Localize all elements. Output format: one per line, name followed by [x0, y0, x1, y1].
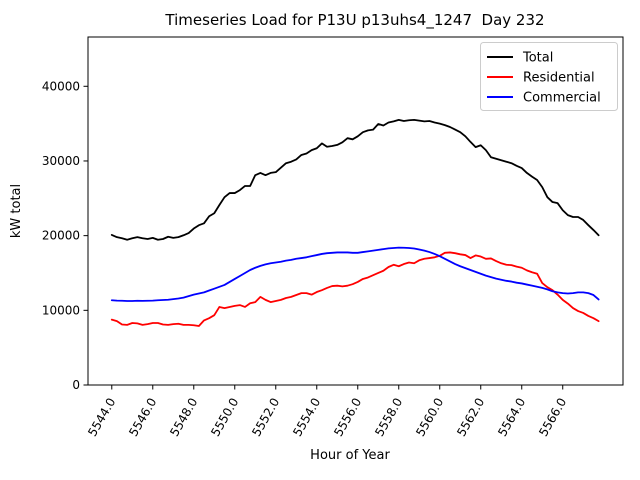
x-tick-label: 5560.0 — [413, 396, 446, 439]
plot-area — [87, 36, 624, 386]
x-tick-label: 5562.0 — [454, 396, 487, 439]
x-axis-label: Hour of Year — [310, 448, 390, 463]
x-tick-label: 5550.0 — [208, 396, 241, 439]
x-tick-label: 5564.0 — [495, 396, 528, 439]
y-tick-label: 40000 — [42, 79, 80, 93]
legend: Total Residential Commercial — [480, 42, 618, 111]
commercial-series-line — [110, 246, 600, 302]
legend-box — [480, 42, 618, 111]
legend-label-total: Total — [522, 51, 553, 66]
y-tick-label: 0 — [72, 378, 80, 392]
series-group — [110, 118, 600, 327]
chart-title: Timeseries Load for P13U p13uhs4_1247 Da… — [164, 11, 544, 30]
x-tick-label: 5546.0 — [126, 396, 159, 439]
x-tick-label: 5554.0 — [290, 396, 323, 439]
legend-label-commercial: Commercial — [523, 91, 601, 106]
legend-label-residential: Residential — [523, 71, 595, 86]
x-tick-label: 5558.0 — [372, 396, 405, 439]
total-series-line — [110, 118, 600, 241]
y-axis-ticks: 0 10000 20000 30000 40000 — [42, 79, 88, 392]
y-tick-label: 10000 — [42, 303, 80, 317]
y-tick-label: 20000 — [42, 229, 80, 243]
y-tick-label: 30000 — [42, 154, 80, 168]
x-axis-ticks: 5544.0 5546.0 5548.0 5550.0 5552.0 5554.0 5556… — [85, 385, 569, 439]
residential-series-line — [110, 251, 600, 327]
x-tick-label: 5556.0 — [331, 396, 364, 439]
x-tick-label: 5548.0 — [167, 396, 200, 439]
x-tick-label: 5544.0 — [85, 396, 118, 439]
x-tick-label: 5566.0 — [536, 396, 569, 439]
y-axis-label: kW total — [9, 184, 24, 238]
x-tick-label: 5552.0 — [249, 396, 282, 439]
